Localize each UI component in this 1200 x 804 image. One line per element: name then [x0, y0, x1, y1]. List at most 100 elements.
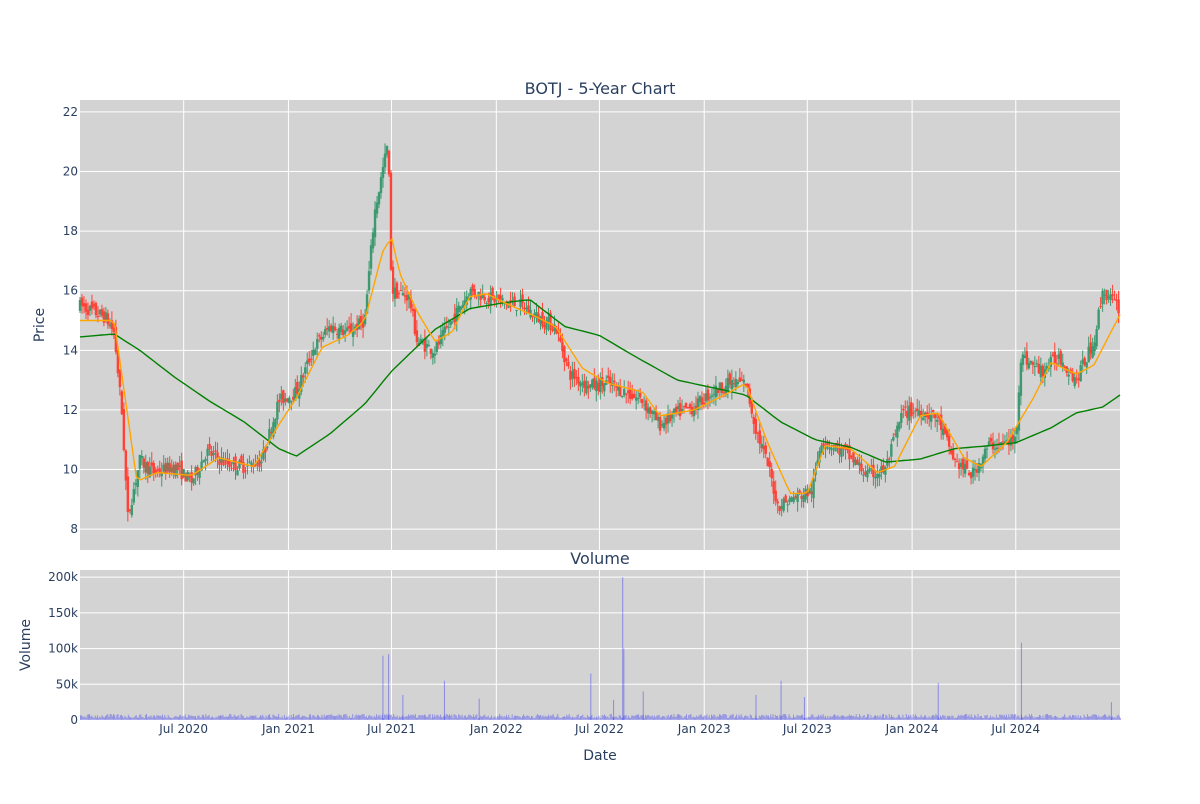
volume-bar — [1065, 716, 1067, 720]
volume-bar — [654, 715, 656, 720]
volume-bar — [609, 714, 611, 720]
candle-body — [1115, 299, 1118, 301]
volume-bar — [316, 714, 318, 720]
volume-bar — [858, 717, 859, 720]
volume-bar — [982, 718, 984, 720]
volume-bar — [616, 716, 618, 720]
volume-bar — [580, 716, 581, 720]
volume-bar — [938, 718, 940, 720]
volume-bar — [763, 715, 765, 720]
volume-bar — [925, 715, 927, 720]
volume-bar — [994, 718, 996, 720]
volume-bar — [160, 716, 162, 720]
candle-body — [700, 397, 704, 405]
candle-body — [333, 326, 337, 331]
volume-bar — [253, 715, 255, 720]
candle-body — [178, 465, 181, 467]
volume-bar — [100, 717, 102, 720]
volume-bar — [1074, 716, 1076, 720]
volume-bar — [149, 716, 151, 720]
volume-bar — [691, 717, 693, 720]
volume-bar — [1028, 714, 1030, 720]
candle-body — [208, 443, 211, 450]
volume-bar — [619, 715, 621, 720]
volume-bar — [1076, 717, 1078, 720]
volume-bar — [899, 715, 900, 720]
volume-y-ticks: 0 50k 100k 150k 200k — [48, 570, 78, 727]
volume-bar — [714, 715, 716, 720]
volume-bar — [419, 714, 421, 720]
candle-body — [593, 378, 596, 389]
candle-body — [168, 463, 171, 473]
candle-body — [379, 177, 383, 193]
volume-bar — [286, 716, 288, 720]
volume-bar — [543, 716, 545, 720]
candle-body — [969, 472, 973, 479]
price-y-tick-label: 8 — [70, 522, 78, 536]
volume-bar — [1057, 717, 1059, 720]
volume-bar — [606, 716, 608, 720]
candle-body — [232, 460, 235, 465]
volume-bar — [395, 716, 397, 720]
volume-bar — [553, 716, 555, 720]
volume-bar — [469, 714, 471, 720]
volume-bar — [927, 717, 929, 720]
volume-bar — [572, 716, 573, 720]
volume-bar — [108, 716, 110, 720]
candle-body — [162, 464, 165, 472]
volume-bar — [687, 718, 689, 720]
volume-bar — [94, 715, 96, 720]
candle-body — [636, 398, 640, 400]
volume-bar — [250, 715, 252, 720]
volume-bar — [221, 715, 223, 720]
volume-bar — [668, 717, 670, 720]
candle-body — [112, 327, 116, 332]
candle-body — [86, 309, 90, 316]
volume-bar — [127, 714, 129, 720]
volume-bar — [642, 715, 644, 720]
candle-body — [423, 338, 427, 352]
candle-body — [158, 468, 161, 474]
volume-bar — [208, 714, 210, 720]
candle-body — [489, 292, 492, 306]
candle-body — [902, 408, 905, 411]
candle-body — [977, 463, 981, 473]
volume-bar — [357, 714, 359, 720]
volume-bar — [482, 716, 484, 720]
volume-chart-title: Volume — [570, 549, 630, 568]
candle-body — [100, 309, 104, 316]
volume-bar — [998, 717, 1000, 720]
volume-bar — [433, 717, 435, 720]
volume-bar-spike — [402, 695, 404, 720]
volume-bar — [730, 714, 732, 720]
volume-bar — [753, 718, 755, 720]
volume-bar — [588, 716, 589, 720]
volume-bar — [401, 716, 403, 720]
volume-bar — [477, 718, 479, 720]
volume-bar — [457, 718, 458, 720]
long-moving-average-line — [79, 299, 1121, 463]
volume-bar — [949, 715, 951, 720]
volume-bar — [133, 717, 135, 720]
candle-body — [615, 386, 618, 388]
candle-body — [607, 375, 610, 379]
volume-bar — [277, 716, 278, 720]
volume-bar — [567, 716, 569, 720]
volume-bar — [124, 715, 126, 720]
volume-bar — [1047, 714, 1048, 720]
volume-bar — [917, 717, 919, 720]
volume-bar — [816, 716, 818, 720]
volume-bar — [201, 714, 203, 720]
candle-body — [943, 424, 947, 434]
volume-bar — [1117, 714, 1119, 720]
candle-body — [654, 411, 658, 421]
volume-bar — [623, 715, 625, 720]
volume-bar — [872, 717, 874, 720]
candle-body — [587, 385, 590, 389]
volume-bar — [962, 715, 964, 720]
candle-body — [90, 301, 94, 309]
volume-bar — [261, 716, 263, 720]
volume-bar — [613, 717, 614, 720]
candle-body — [935, 419, 939, 422]
volume-bar — [196, 718, 198, 720]
